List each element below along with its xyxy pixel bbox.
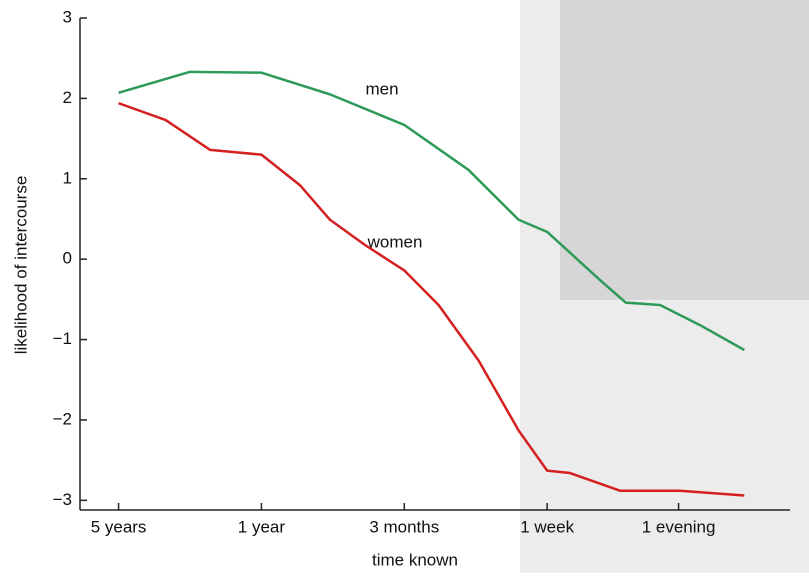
x-axis-label: time known: [372, 550, 458, 569]
y-tick-label: 3: [63, 7, 72, 26]
y-tick-label: 2: [63, 88, 72, 107]
line-men: [118, 70, 745, 352]
y-axis-label: likelihood of intercourse: [11, 176, 30, 355]
y-tick-label: 1: [63, 168, 72, 187]
x-tick-label: 1 evening: [642, 517, 716, 536]
y-tick-label: −2: [53, 409, 72, 428]
line-women: [118, 102, 745, 497]
x-tick-label: 1 year: [238, 517, 286, 536]
y-tick-label: 0: [63, 249, 72, 268]
y-tick-label: −3: [53, 490, 72, 509]
scan-photo: [560, 0, 809, 300]
x-tick-label: 1 week: [520, 517, 574, 536]
y-tick-label: −1: [53, 329, 72, 348]
x-tick-label: 3 months: [369, 517, 439, 536]
annotation: men: [365, 79, 398, 98]
annotation: women: [367, 232, 423, 251]
x-tick-label: 5 years: [91, 517, 147, 536]
